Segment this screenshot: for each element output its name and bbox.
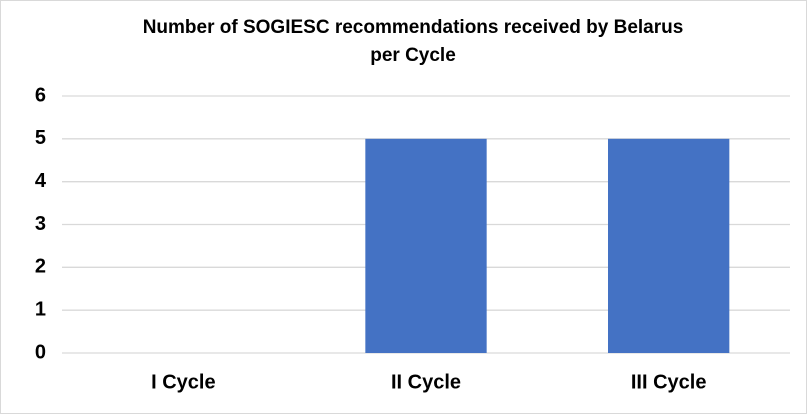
x-tick-label: I Cycle bbox=[151, 371, 215, 393]
y-tick-label: 5 bbox=[35, 127, 46, 149]
x-tick-label: III Cycle bbox=[631, 371, 707, 393]
bar bbox=[365, 138, 487, 353]
y-tick-label: 0 bbox=[35, 341, 46, 363]
chart-title: Number of SOGIESC recommendations receiv… bbox=[142, 17, 684, 66]
y-tick-label: 1 bbox=[35, 298, 46, 320]
bar bbox=[608, 138, 730, 353]
y-tick-label: 6 bbox=[35, 84, 46, 106]
x-tick-label: II Cycle bbox=[391, 371, 461, 393]
y-tick-label: 3 bbox=[35, 213, 46, 235]
y-tick-label: 2 bbox=[35, 256, 46, 278]
y-tick-label: 4 bbox=[35, 170, 47, 192]
